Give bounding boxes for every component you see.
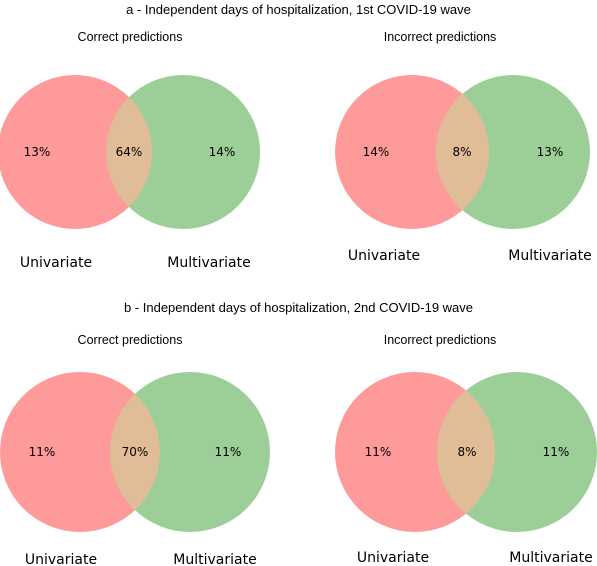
left-only-percent: 13% <box>24 145 51 159</box>
right-only-percent: 11% <box>215 445 242 459</box>
panel-b1-title: Correct predictions <box>77 333 183 347</box>
venn-a1: 13% 64% 14% Univariate Multivariate <box>0 75 260 271</box>
panel-b2-title: Incorrect predictions <box>383 333 497 347</box>
univariate-circle <box>0 372 160 532</box>
multivariate-label: Multivariate <box>167 255 250 271</box>
univariate-circle <box>0 75 152 229</box>
right-only-percent: 14% <box>209 145 236 159</box>
section-b-title: b - Independent days of hospitalization,… <box>123 300 474 315</box>
panel-a2-title: Incorrect predictions <box>383 30 497 44</box>
univariate-label: Univariate <box>20 255 92 271</box>
overlap-percent: 64% <box>116 145 143 159</box>
venn-b1: 11% 70% 11% Univariate Multivariate <box>0 372 270 566</box>
univariate-label: Univariate <box>25 552 97 566</box>
overlap-percent: 8% <box>452 145 471 159</box>
left-only-percent: 11% <box>29 445 56 459</box>
right-only-percent: 13% <box>537 145 564 159</box>
multivariate-label: Multivariate <box>508 248 591 264</box>
multivariate-circle <box>110 372 270 532</box>
left-only-percent: 11% <box>365 445 392 459</box>
panel-a1-title: Correct predictions <box>77 30 183 44</box>
overlap-region <box>436 75 489 229</box>
multivariate-label: Multivariate <box>173 552 256 566</box>
venn-a2: 14% 8% 13% Univariate Multivariate <box>335 75 592 264</box>
univariate-label: Univariate <box>348 248 420 264</box>
venn-b2: 11% 8% 11% Univariate Multivariate <box>335 372 597 566</box>
overlap-percent: 70% <box>122 445 149 459</box>
univariate-label: Univariate <box>357 550 429 566</box>
multivariate-label: Multivariate <box>509 550 592 566</box>
section-a-title: a - Independent days of hospitalization,… <box>126 2 471 17</box>
overlap-region <box>437 372 495 532</box>
overlap-percent: 8% <box>457 445 476 459</box>
left-only-percent: 14% <box>363 145 390 159</box>
multivariate-circle <box>106 75 260 229</box>
right-only-percent: 11% <box>543 445 570 459</box>
